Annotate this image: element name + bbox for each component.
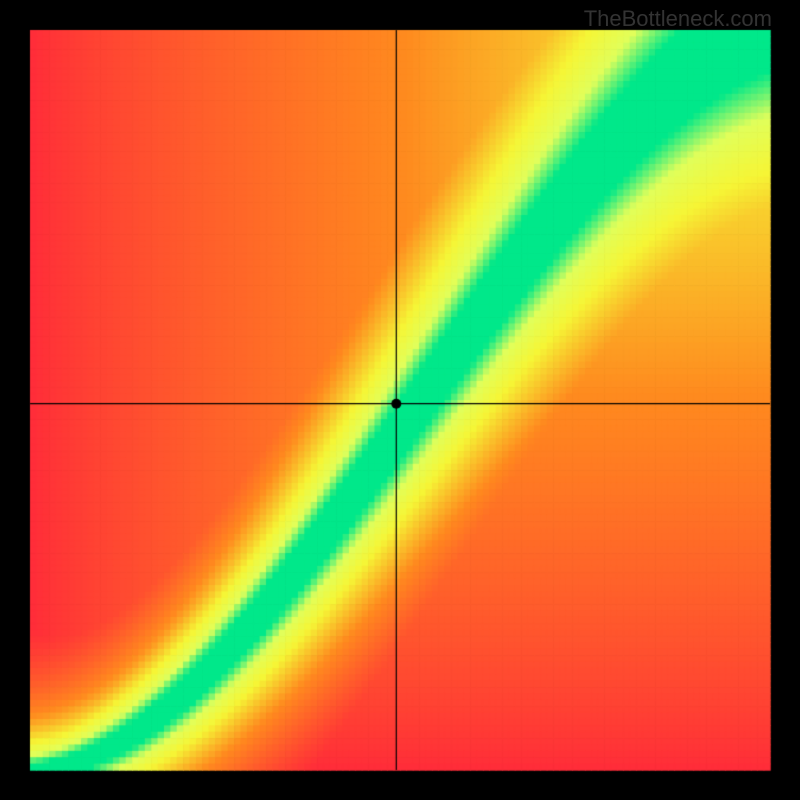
watermark-text: TheBottleneck.com	[584, 6, 772, 32]
chart-container: { "watermark": { "text": "TheBottleneck.…	[0, 0, 800, 800]
crosshair-overlay	[0, 0, 800, 800]
